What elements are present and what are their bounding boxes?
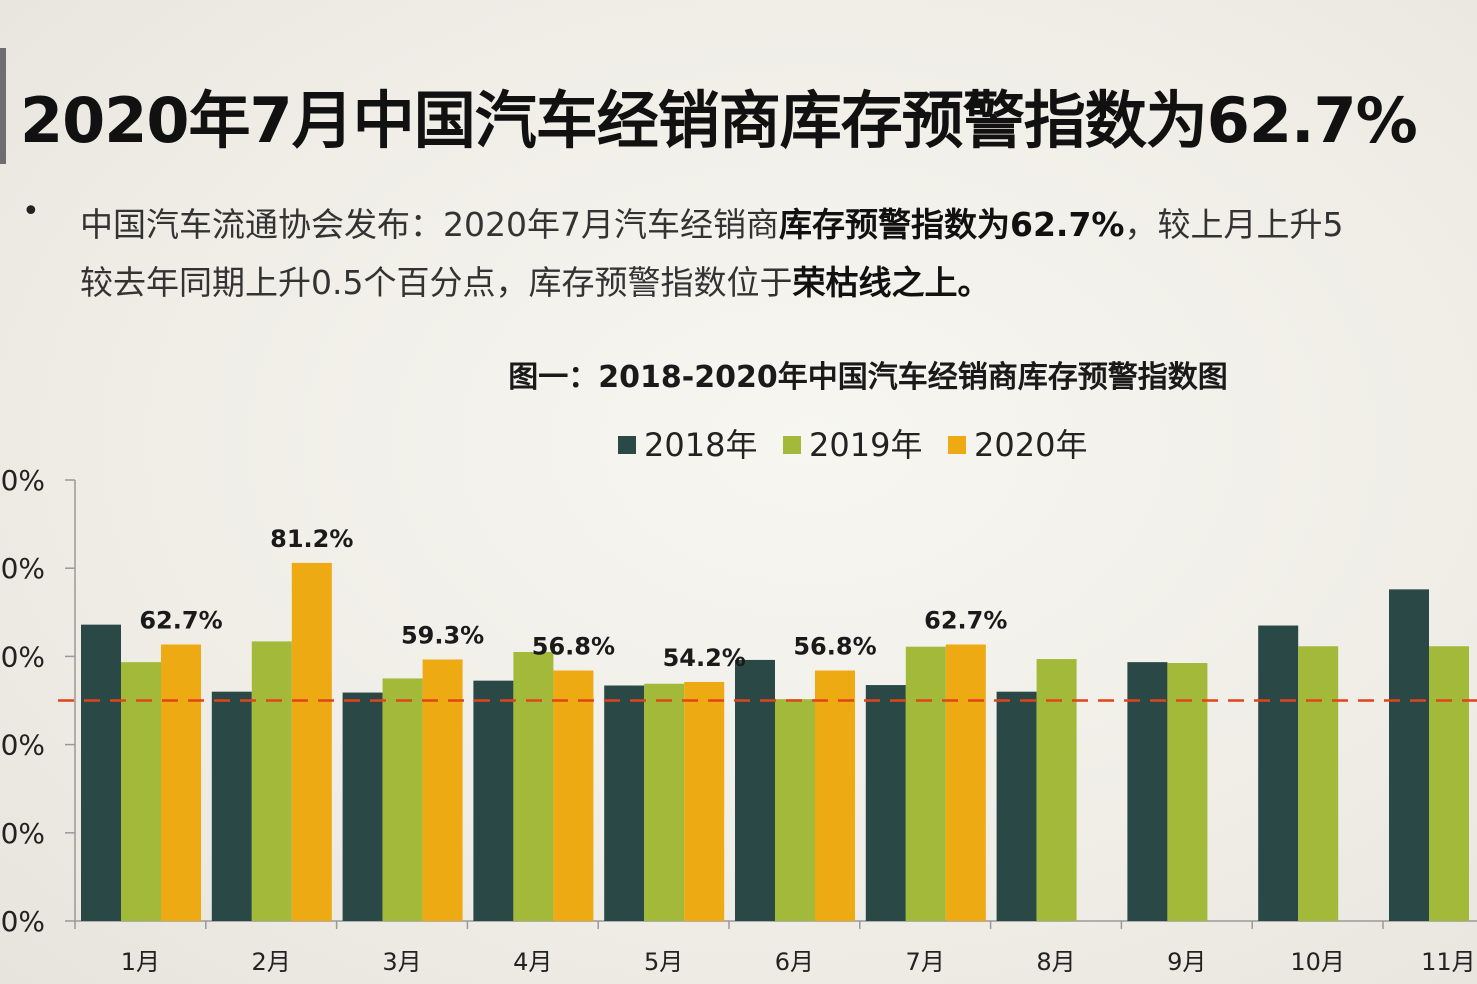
data-label-2020-4月: 56.8% [532,633,615,661]
bar-2019年-3月 [382,678,423,921]
inventory-index-chart: 图一：2018-2020年中国汽车经销商库存预警指数图 2018年 2019年 … [1,360,1477,976]
bar-2020年-7月 [945,644,986,921]
bar-2018年-11月 [1389,589,1429,921]
data-label-2020-2月: 81.2% [270,525,353,553]
bar-2019年-4月 [513,651,554,921]
title-accent-bar [0,48,6,164]
y-tick-label: 0% [1,905,45,938]
bar-2018年-5月 [604,685,645,921]
bullet-line-2: 较去年同期上升0.5个百分点，库存预警指数位于荣枯线之上。 [80,254,1477,312]
data-labels: 62.7% 81.2% 59.3% 56.8% 54.2% 56.8% 62.7% [139,525,1007,672]
data-label-2020-1月: 62.7% [139,606,222,634]
bar-2019年-1月 [121,662,161,921]
bar-2018年-3月 [342,692,383,921]
bullet-line-1: 中国汽车流通协会发布：2020年7月汽车经销商库存预警指数为62.7%，较上月上… [80,196,1477,254]
data-label-2020-7月: 62.7% [924,606,1007,634]
bar-2020年-3月 [422,659,463,921]
bar-2018年-9月 [1127,662,1168,921]
y-axis-ticks: 0% 0% 0% 0% 0% 0% [1,464,75,938]
data-label-2020-6月: 56.8% [793,633,876,661]
bar-2019年-5月 [644,683,685,921]
x-category-label: 5月 [644,948,683,976]
bar-2018年-1月 [81,624,121,921]
x-category-label: 9月 [1167,948,1206,976]
bar-2018年-6月 [735,659,775,921]
bar-2020年-6月 [815,670,855,921]
legend-label-2020: 2020年 [974,426,1087,464]
x-category-label: 8月 [1036,948,1075,976]
bar-2019年-11月 [1429,646,1469,921]
bar-2018年-4月 [473,680,514,921]
bar-2018年-10月 [1258,625,1299,921]
y-tick-label: 0% [1,464,45,497]
legend-label-2018: 2018年 [644,426,757,464]
legend-label-2019: 2019年 [809,426,922,464]
bar-2018年-8月 [996,691,1037,921]
x-axis-ticks: 1月 2月 3月 4月 5月 6月 7月 8月 9月 10月 11月 [74,921,1476,976]
bullet-marker: • [22,194,40,229]
bar-2020年-1月 [161,644,201,921]
legend-swatch-2019 [783,436,801,454]
bar-2020年-2月 [291,562,332,921]
bar-2020年-5月 [684,681,725,921]
bar-2018年-2月 [211,691,252,921]
bar-2019年-2月 [251,641,292,921]
y-tick-label: 0% [1,729,45,762]
bullet-line2-prefix: 较去年同期上升0.5个百分点，库存预警指数位于 [80,263,793,302]
x-category-label: 2月 [252,948,291,976]
x-category-label: 1月 [121,948,160,976]
bullet-paragraph: 中国汽车流通协会发布：2020年7月汽车经销商库存预警指数为62.7%，较上月上… [80,196,1477,312]
legend-swatch-2020 [948,436,966,454]
bar-2019年-9月 [1167,663,1208,921]
y-tick-label: 0% [1,817,45,850]
bar-2019年-6月 [775,699,815,921]
legend-swatch-2018 [618,436,636,454]
x-category-label: 3月 [382,948,421,976]
bars [81,562,1469,921]
bar-2019年-10月 [1298,646,1339,921]
bar-2019年-8月 [1036,659,1077,921]
data-label-2020-3月: 59.3% [401,621,484,649]
x-category-label: 7月 [906,948,945,976]
bullet-line2-bold: 荣枯线之上。 [792,263,991,302]
chart-title: 图一：2018-2020年中国汽车经销商库存预警指数图 [508,360,1227,395]
y-tick-label: 0% [1,640,45,673]
bar-2020年-4月 [553,670,594,921]
data-label-2020-5月: 54.2% [663,644,746,672]
legend: 2018年 2019年 2020年 [618,426,1087,464]
bullet-line1-bold: 库存预警指数为62.7% [778,205,1125,244]
x-category-label: 4月 [513,948,552,976]
bullet-line1-suffix: ，较上月上升5 [1124,205,1344,244]
x-category-label: 11月 [1421,948,1476,976]
y-tick-label: 0% [1,552,45,585]
x-category-label: 6月 [775,948,814,976]
bar-2018年-7月 [865,685,906,921]
x-category-label: 10月 [1290,948,1345,976]
page-title: 2020年7月中国汽车经销商库存预警指数为62.7% [20,84,1418,157]
bullet-line1-prefix: 中国汽车流通协会发布：2020年7月汽车经销商 [80,205,779,244]
bar-2019年-7月 [905,646,946,921]
